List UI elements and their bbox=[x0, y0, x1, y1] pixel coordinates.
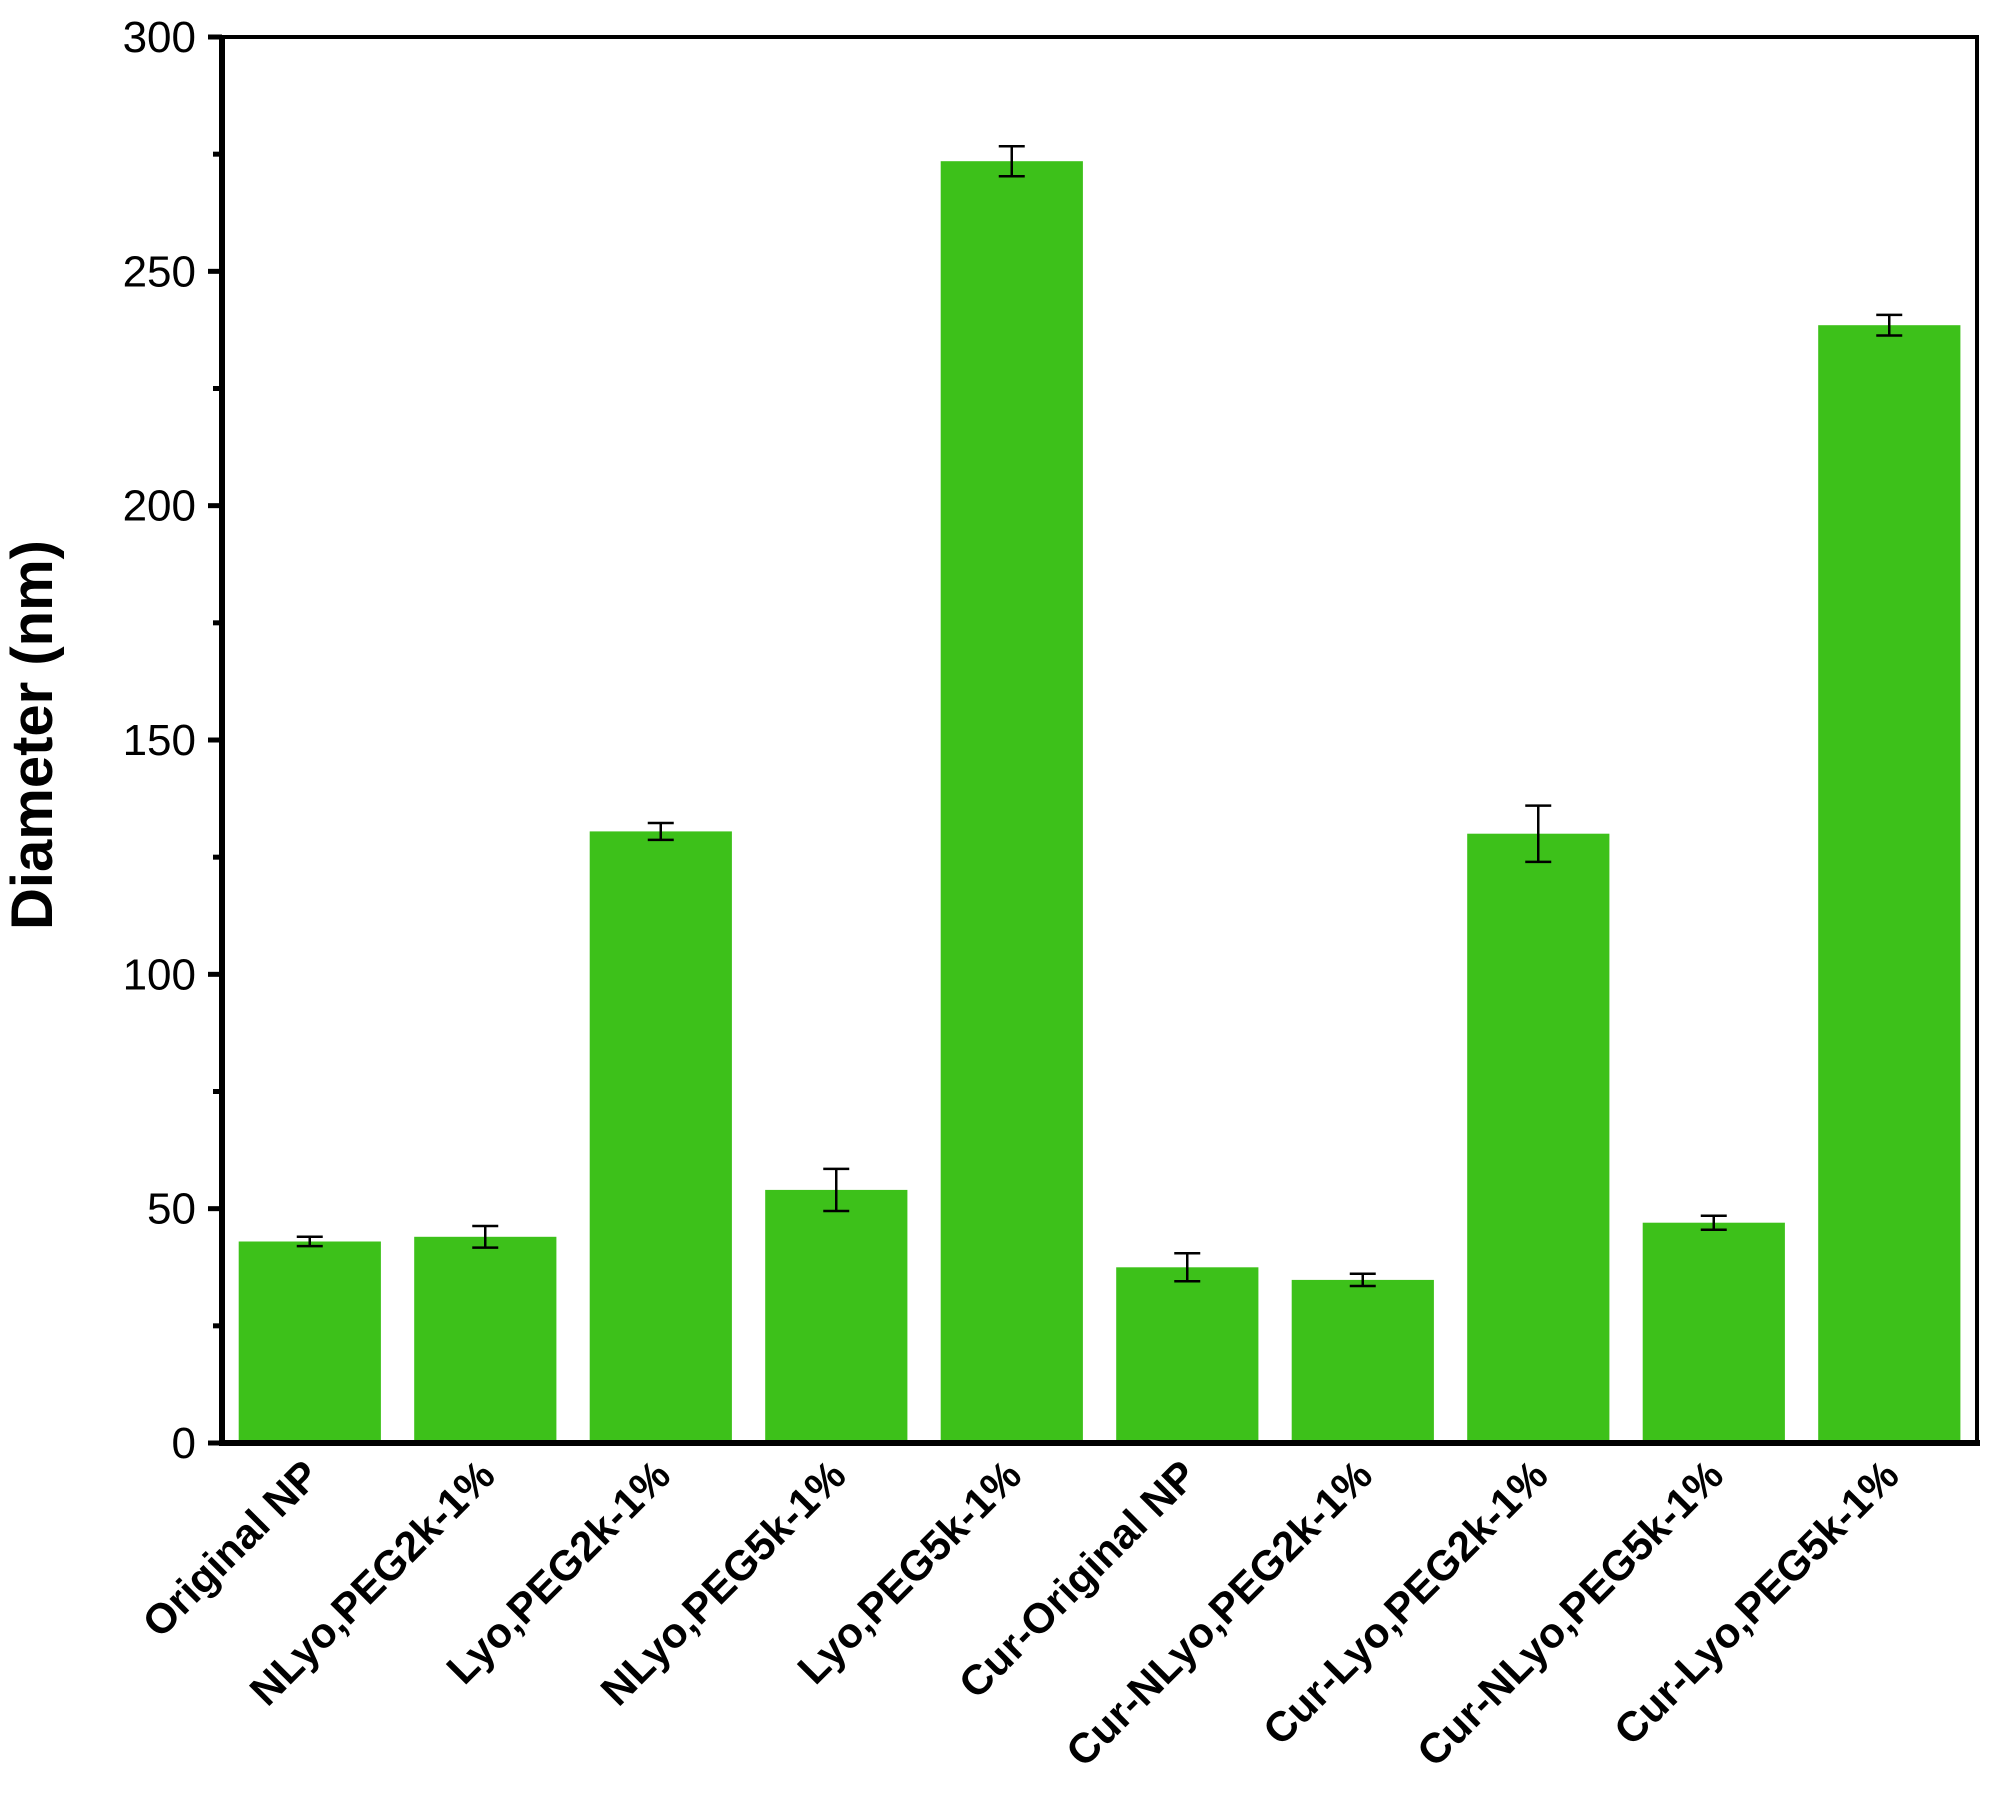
bar-6 bbox=[1116, 1267, 1259, 1444]
error-bar-7 bbox=[1349, 1272, 1376, 1288]
error-bar-8 bbox=[1525, 804, 1552, 864]
y-tick-label: 300 bbox=[123, 13, 196, 62]
error-bar-5 bbox=[998, 144, 1025, 178]
error-bars-group bbox=[296, 144, 1903, 1288]
error-bar-6 bbox=[1174, 1251, 1201, 1283]
x-labels-group: Original NPNLyo,PEG2k-1%Lyo,PEG2k-1%NLyo… bbox=[133, 1451, 1907, 1775]
error-bar-10 bbox=[1876, 313, 1903, 337]
x-tick-label: Cur-Lyo,PEG5k-1% bbox=[1605, 1451, 1908, 1754]
y-tick-label: 50 bbox=[147, 1185, 196, 1234]
y-tick-label: 250 bbox=[123, 247, 196, 296]
error-bar-1 bbox=[296, 1235, 323, 1248]
x-tick-label: Cur-NLyo,PEG5k-1% bbox=[1408, 1451, 1732, 1775]
error-bar-4 bbox=[823, 1167, 850, 1213]
y-tick-label: 100 bbox=[123, 950, 196, 999]
bars-group bbox=[238, 161, 1961, 1444]
bar-4 bbox=[765, 1189, 908, 1443]
bar-1 bbox=[238, 1241, 381, 1443]
bar-3 bbox=[589, 831, 732, 1443]
bar-7 bbox=[1291, 1279, 1434, 1443]
y-ticks-group: 0 50 100 150 200 250 300 bbox=[123, 13, 222, 1468]
y-tick-label: 200 bbox=[123, 482, 196, 531]
error-bar-3 bbox=[647, 821, 674, 842]
y-tick-label: 150 bbox=[123, 716, 196, 765]
error-bar-2 bbox=[472, 1224, 499, 1249]
bar-10 bbox=[1818, 325, 1961, 1444]
bar-2 bbox=[414, 1236, 557, 1443]
y-axis-title: Diameter (nm) bbox=[0, 540, 65, 930]
bar-5 bbox=[940, 161, 1083, 1444]
bar-8 bbox=[1467, 833, 1610, 1443]
x-tick-label: Cur-NLyo,PEG2k-1% bbox=[1057, 1451, 1381, 1775]
x-tick-label: Cur-Lyo,PEG2k-1% bbox=[1254, 1451, 1557, 1754]
bar-9 bbox=[1642, 1222, 1785, 1443]
x-tick-label: Original NP bbox=[133, 1451, 328, 1646]
error-bar-9 bbox=[1700, 1214, 1727, 1232]
y-tick-label: 0 bbox=[172, 1419, 196, 1468]
